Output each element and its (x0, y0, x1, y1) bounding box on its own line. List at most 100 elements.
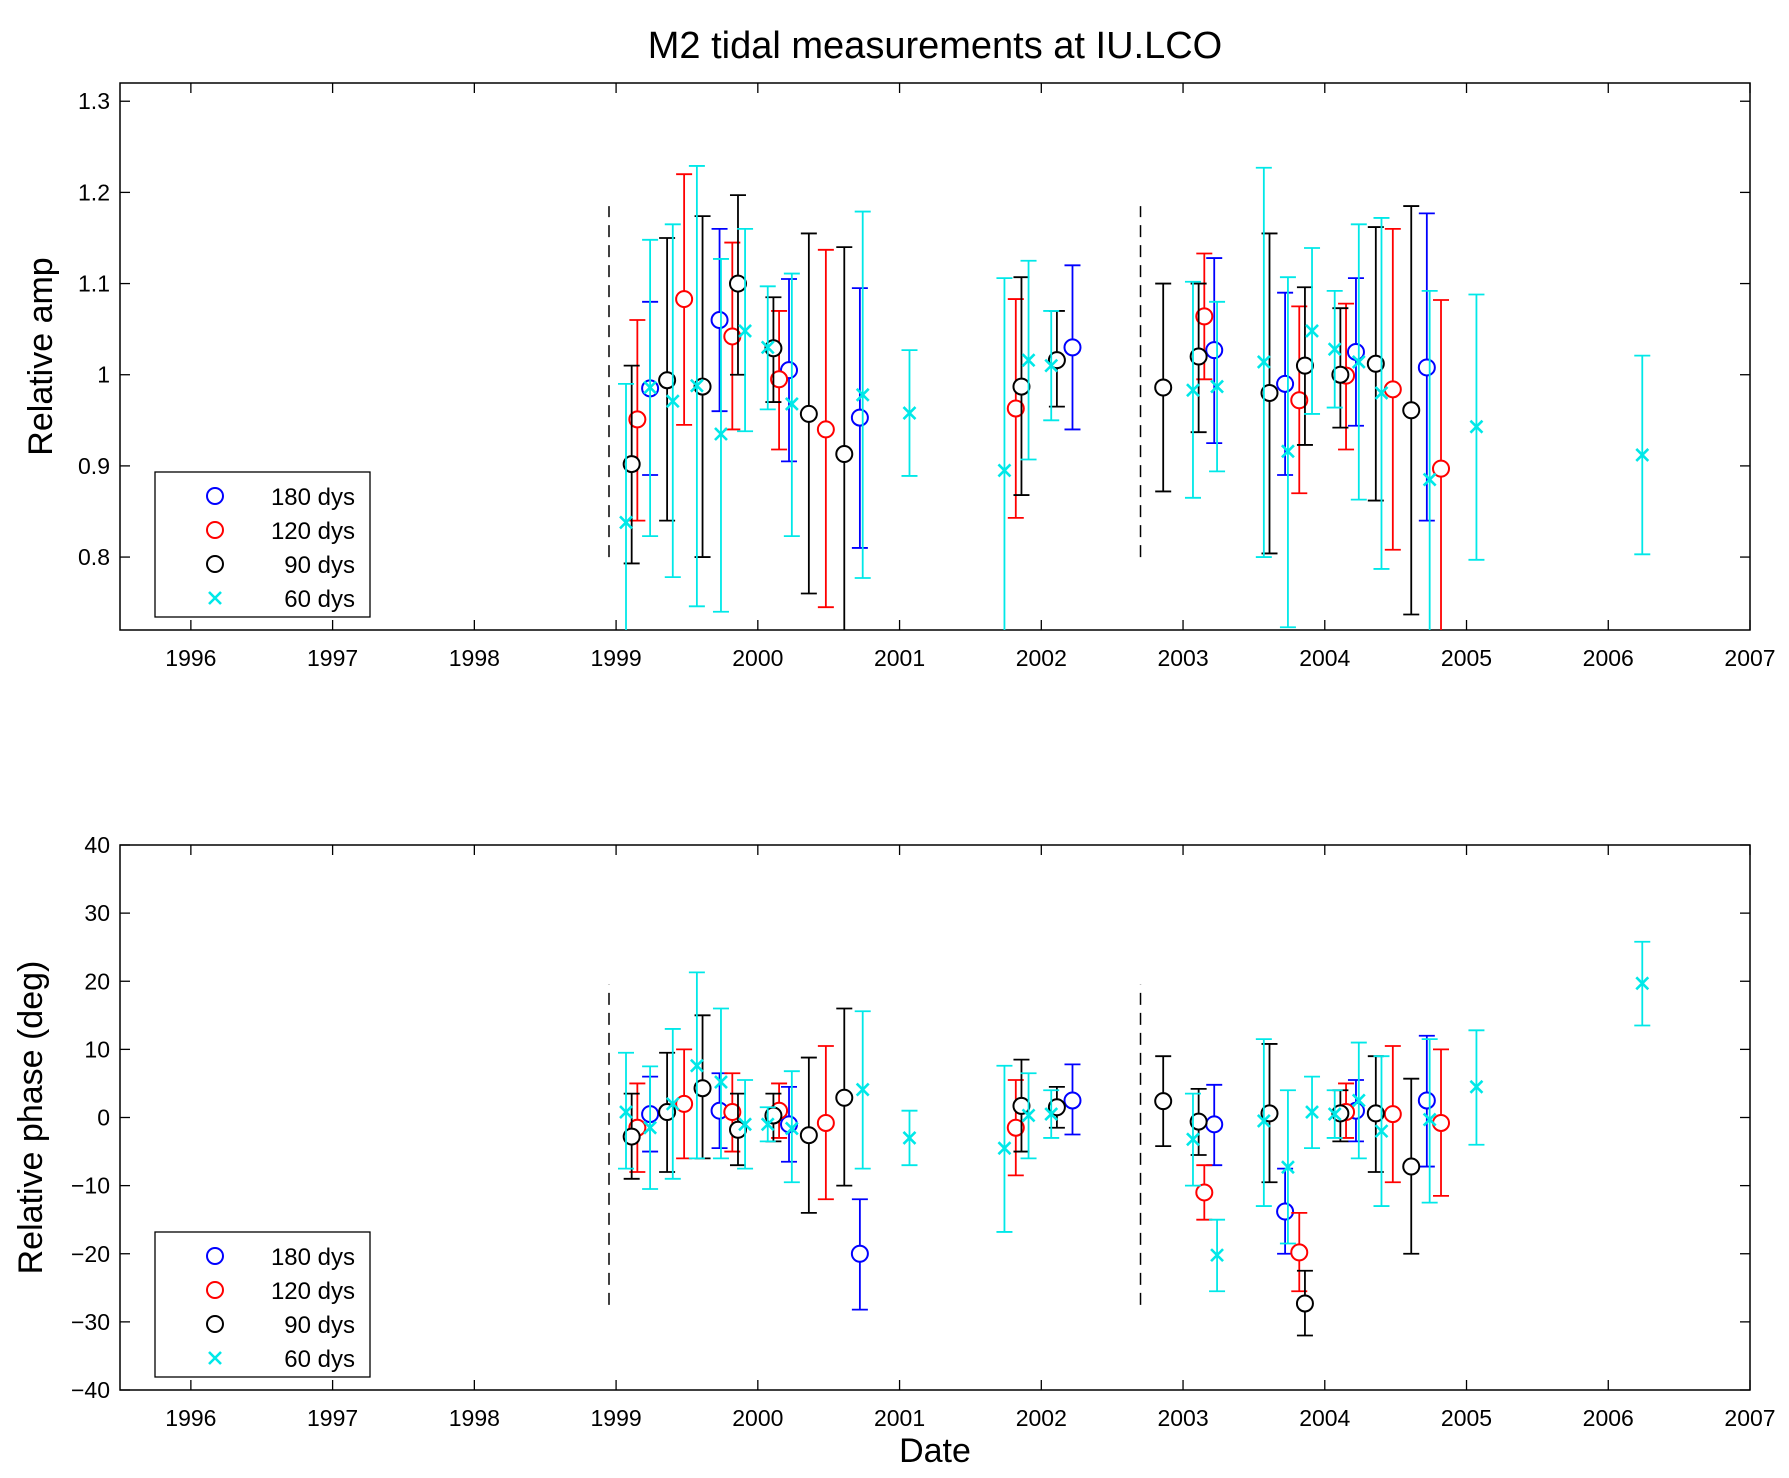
x-tick-label: 1996 (165, 645, 216, 671)
data-point (760, 1117, 775, 1132)
data-point (1276, 1202, 1295, 1221)
data-point (1402, 401, 1421, 420)
data-point (1374, 386, 1389, 400)
x-tick-label: 2001 (874, 645, 925, 671)
data-point (1154, 1092, 1173, 1111)
data-point (1383, 380, 1402, 399)
data-point (855, 387, 870, 402)
data-point (1281, 1160, 1295, 1175)
data-point (1189, 1112, 1208, 1131)
data-point (1305, 1105, 1319, 1119)
x-tick-label: 1996 (165, 1405, 216, 1431)
data-point (1021, 1108, 1036, 1123)
legend: 180 dys 120 dys 90 dys 60 dys (154, 1231, 371, 1378)
data-point (665, 394, 680, 409)
data-point (997, 463, 1012, 478)
legend-label: 120 dys (271, 1278, 355, 1305)
data-point (1256, 355, 1271, 369)
data-point (728, 274, 747, 293)
data-point (1006, 399, 1025, 418)
data-point (902, 1131, 917, 1145)
data-point (850, 1244, 869, 1263)
legend-box (154, 471, 371, 618)
x-tick-label: 2005 (1441, 1405, 1492, 1431)
y-tick-label: 10 (84, 1036, 110, 1062)
data-point (799, 1126, 818, 1145)
data-point (1305, 324, 1319, 338)
data-point (760, 340, 775, 355)
data-point (1402, 1157, 1421, 1176)
data-point (1205, 341, 1224, 360)
data-point (1044, 358, 1059, 373)
data-point (1295, 1294, 1314, 1313)
y-tick-label: −10 (71, 1173, 110, 1199)
x-tick-label: 1999 (591, 1405, 642, 1431)
y-tick-label: 1.1 (78, 271, 110, 297)
data-point (689, 1058, 704, 1073)
data-point (1422, 472, 1437, 487)
data-point (997, 1141, 1012, 1156)
data-point (1044, 1107, 1059, 1122)
data-point (1374, 1124, 1389, 1139)
legend-marker (206, 555, 224, 573)
data-point (710, 311, 729, 330)
series-180-dys (641, 212, 1436, 549)
y-tick-label: 1.3 (78, 88, 110, 114)
data-point (1366, 1104, 1385, 1123)
x-axis-label: Date (899, 1432, 971, 1470)
data-point (658, 371, 677, 390)
series-90-dys (622, 1007, 1421, 1337)
legend-label: 180 dys (271, 484, 355, 511)
x-tick-label: 2002 (1016, 1405, 1067, 1431)
chart-title: M2 tidal measurements at IU.LCO (648, 25, 1222, 67)
x-tick-label: 2007 (1724, 1405, 1775, 1431)
data-point (1417, 1091, 1436, 1110)
phase-panel: 1996 1997 1998 1999 2000 2001 2002 2003 2004 2005… (12, 832, 1776, 1470)
data-point (1256, 1113, 1271, 1128)
data-point (816, 420, 835, 439)
data-point (1366, 354, 1385, 373)
data-point (1432, 459, 1451, 478)
data-point (770, 370, 789, 389)
data-point (1210, 379, 1224, 394)
data-point (1635, 448, 1650, 462)
data-point (1260, 383, 1279, 402)
data-point (658, 1103, 677, 1122)
data-point (1351, 1093, 1366, 1108)
plot-area (608, 940, 1651, 1337)
data-point (1186, 1132, 1200, 1147)
data-point (714, 427, 728, 441)
x-tick-label: 2000 (732, 1405, 783, 1431)
data-point (693, 1079, 712, 1098)
legend-marker (206, 1247, 224, 1265)
y-axis-label: Relative phase (deg) (12, 961, 50, 1275)
legend-marker (206, 521, 224, 539)
data-point (643, 1120, 658, 1135)
data-point (738, 324, 752, 338)
legend-label: 60 dys (284, 586, 355, 613)
x-tick-label: 2005 (1441, 645, 1492, 671)
legend-label: 180 dys (271, 1244, 355, 1271)
series-90-dys (622, 194, 1421, 630)
y-tick-label: 0.9 (78, 453, 110, 479)
legend: 180 dys 120 dys 90 dys 60 dys (154, 471, 371, 618)
x-tick-label: 2004 (1299, 1405, 1350, 1431)
y-tick-label: 20 (84, 968, 110, 994)
plot-area (608, 165, 1651, 630)
data-point (1351, 355, 1366, 369)
data-point (1327, 1107, 1342, 1122)
data-point (1281, 444, 1295, 459)
legend-marker (206, 1281, 224, 1299)
legend-label: 90 dys (284, 552, 355, 579)
x-tick-label: 2002 (1016, 645, 1067, 671)
data-point (799, 404, 818, 423)
data-point (1432, 1113, 1451, 1132)
data-point (816, 1113, 835, 1132)
y-tick-label: 30 (84, 900, 110, 926)
data-point (1383, 1105, 1402, 1124)
y-tick-label: 40 (84, 832, 110, 858)
series-120-dys (628, 1045, 1451, 1293)
plot-frame (119, 82, 1751, 631)
y-tick-label: −30 (71, 1309, 110, 1335)
